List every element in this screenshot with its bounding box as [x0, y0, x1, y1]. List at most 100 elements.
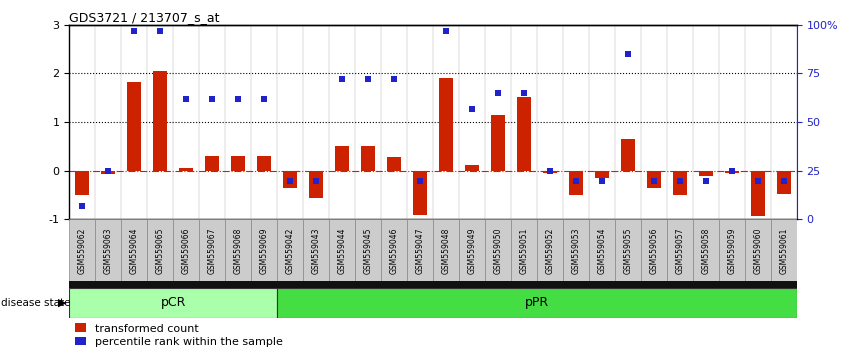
Bar — [153, 71, 167, 171]
Bar — [485, 219, 511, 281]
Text: GSM559055: GSM559055 — [624, 227, 632, 274]
Bar — [127, 82, 141, 171]
Point — [75, 203, 89, 209]
Text: disease state: disease state — [1, 298, 70, 308]
Text: GSM559043: GSM559043 — [312, 227, 320, 274]
Point — [283, 178, 297, 183]
Bar — [745, 219, 771, 281]
Point — [231, 96, 245, 102]
Text: GSM559059: GSM559059 — [727, 227, 736, 274]
Bar — [387, 157, 401, 171]
Bar — [251, 219, 277, 281]
Bar — [491, 115, 505, 171]
Text: GSM559042: GSM559042 — [286, 227, 294, 274]
Bar — [563, 219, 589, 281]
Point — [725, 168, 739, 173]
Bar — [361, 147, 375, 171]
Text: GSM559065: GSM559065 — [156, 227, 165, 274]
Bar — [621, 139, 635, 171]
Point — [751, 178, 765, 183]
Bar — [615, 219, 641, 281]
Point — [179, 96, 193, 102]
Text: GSM559054: GSM559054 — [598, 227, 606, 274]
Bar — [771, 219, 797, 281]
Bar — [465, 165, 479, 171]
Bar — [283, 171, 297, 188]
Point — [673, 178, 687, 183]
Text: GSM559068: GSM559068 — [234, 227, 242, 274]
Text: GSM559057: GSM559057 — [675, 227, 684, 274]
Text: GSM559060: GSM559060 — [753, 227, 762, 274]
Text: GSM559050: GSM559050 — [494, 227, 502, 274]
Text: GSM559062: GSM559062 — [78, 227, 87, 274]
Bar — [433, 219, 459, 281]
Point — [647, 178, 661, 183]
Bar — [439, 78, 453, 171]
Point — [205, 96, 219, 102]
Bar — [199, 219, 225, 281]
Bar — [101, 171, 115, 174]
Point — [101, 168, 115, 173]
Text: GSM559046: GSM559046 — [390, 227, 398, 274]
Bar — [231, 156, 245, 171]
Bar — [277, 288, 797, 318]
Bar — [647, 171, 661, 188]
Legend: transformed count, percentile rank within the sample: transformed count, percentile rank withi… — [74, 324, 282, 347]
Point — [517, 90, 531, 96]
Point — [777, 178, 791, 183]
Bar — [777, 171, 791, 194]
Point — [595, 178, 609, 183]
Bar — [303, 219, 329, 281]
Bar — [751, 171, 765, 216]
Point — [439, 28, 453, 33]
Bar — [69, 219, 95, 281]
Bar — [257, 156, 271, 171]
Bar — [407, 219, 433, 281]
Text: GSM559045: GSM559045 — [364, 227, 372, 274]
Bar — [277, 219, 303, 281]
Point — [361, 76, 375, 82]
Text: GSM559069: GSM559069 — [260, 227, 268, 274]
Text: GSM559049: GSM559049 — [468, 227, 476, 274]
Bar — [205, 156, 219, 171]
Point — [127, 28, 141, 33]
Text: pCR: pCR — [160, 296, 186, 309]
Text: GSM559066: GSM559066 — [182, 227, 191, 274]
Bar — [595, 171, 609, 178]
Bar — [517, 97, 531, 171]
Text: GSM559047: GSM559047 — [416, 227, 424, 274]
Text: pPR: pPR — [525, 296, 549, 309]
Point — [153, 28, 167, 33]
Point — [491, 90, 505, 96]
Bar — [667, 219, 693, 281]
Bar — [673, 171, 687, 195]
Bar — [309, 171, 323, 198]
Bar — [511, 219, 537, 281]
Bar — [537, 219, 563, 281]
Bar — [699, 171, 713, 176]
Text: GDS3721 / 213707_s_at: GDS3721 / 213707_s_at — [69, 11, 220, 24]
Bar — [641, 219, 667, 281]
Text: GSM559053: GSM559053 — [572, 227, 580, 274]
Text: GSM559044: GSM559044 — [338, 227, 346, 274]
Bar — [225, 219, 251, 281]
Point — [621, 51, 635, 57]
Bar — [693, 219, 719, 281]
Point — [257, 96, 271, 102]
Text: GSM559052: GSM559052 — [546, 227, 554, 274]
Bar — [121, 219, 147, 281]
Bar — [329, 219, 355, 281]
Point — [387, 76, 401, 82]
Bar — [413, 171, 427, 215]
Text: GSM559056: GSM559056 — [650, 227, 658, 274]
Bar — [355, 219, 381, 281]
Text: GSM559064: GSM559064 — [130, 227, 139, 274]
Point — [543, 168, 557, 173]
Bar — [725, 171, 739, 173]
Bar — [543, 171, 557, 173]
Bar — [569, 171, 583, 195]
Text: GSM559061: GSM559061 — [779, 227, 788, 274]
Bar — [335, 147, 349, 171]
Text: GSM559058: GSM559058 — [701, 227, 710, 274]
Text: GSM559067: GSM559067 — [208, 227, 216, 274]
